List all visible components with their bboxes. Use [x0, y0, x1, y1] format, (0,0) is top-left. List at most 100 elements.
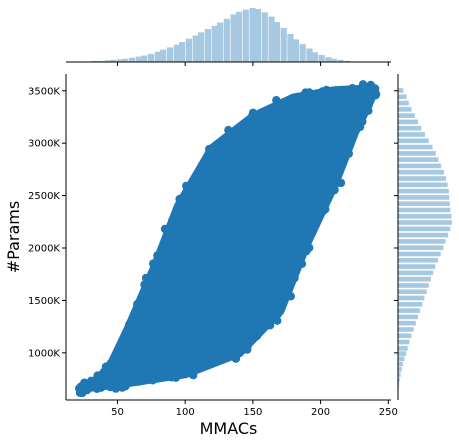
scatter-point: [175, 194, 184, 204]
y-hist-bar: [398, 100, 409, 106]
scatter-point: [358, 80, 368, 89]
scatter-point: [269, 106, 279, 116]
x-hist-bar: [116, 59, 123, 62]
y-hist-bar: [398, 119, 418, 125]
x-hist-bar: [173, 44, 180, 62]
y-tick-label: 3500K: [28, 86, 60, 97]
scatter-point: [231, 354, 241, 363]
scatter-point: [174, 206, 183, 215]
scatter-point: [224, 351, 233, 360]
y-hist-bar: [398, 132, 425, 137]
scatter-point: [140, 280, 149, 289]
x-hist-bar: [280, 27, 287, 62]
scatter-point: [186, 188, 196, 197]
x-hist-bar: [292, 39, 299, 62]
scatter-point: [274, 299, 283, 309]
y-hist-bar: [398, 289, 427, 295]
x-axis-ticks: 50 100 150 200 250: [111, 62, 398, 418]
y-hist-bar: [398, 372, 401, 377]
scatter-point: [248, 108, 258, 118]
y-hist-bar: [398, 226, 451, 232]
y-hist-bar: [398, 169, 444, 175]
y-hist-bar: [398, 251, 441, 257]
x-hist-bar: [216, 22, 224, 62]
y-tick-label: 2000K: [28, 244, 60, 255]
scatter-point: [177, 365, 187, 374]
scatter-point: [136, 297, 146, 306]
x-hist-bar: [242, 9, 249, 63]
x-hist-bar: [179, 42, 186, 62]
scatter-point: [219, 136, 228, 146]
y-hist-bar: [398, 201, 450, 206]
marginal-histogram-y: [398, 88, 452, 393]
scatter-point: [340, 89, 349, 98]
scatter-point: [330, 185, 339, 195]
scatter-point: [182, 181, 191, 191]
scatter-point: [141, 273, 151, 283]
x-hist-bar: [268, 16, 275, 62]
x-hist-bar: [330, 58, 337, 62]
y-hist-bar: [398, 276, 431, 282]
scatter-point: [157, 373, 166, 382]
y-tick-label: 1000K: [28, 348, 60, 359]
x-hist-bar: [273, 22, 281, 62]
y-hist-bar: [398, 377, 400, 383]
scatter-point: [87, 383, 97, 392]
scatter-points: [75, 80, 381, 398]
y-hist-bar: [398, 188, 449, 194]
scatter-point: [335, 165, 345, 175]
x-hist-bar: [185, 38, 193, 62]
x-hist-bar: [141, 55, 148, 62]
x-hist-bar: [104, 60, 111, 62]
scatter-point: [318, 194, 327, 203]
y-hist-bar: [398, 182, 448, 188]
scatter-point: [163, 233, 173, 243]
scatter-point: [306, 228, 315, 237]
scatter-point: [93, 371, 102, 380]
scatter-point: [340, 153, 350, 162]
y-hist-bar: [398, 157, 439, 162]
scatter-point: [201, 361, 210, 371]
scatter-point: [371, 91, 380, 100]
scatter-point: [80, 384, 90, 394]
y-hist-bar: [398, 151, 436, 156]
scatter-point: [167, 216, 177, 226]
scatter-point: [297, 259, 307, 268]
x-hist-bar: [318, 54, 325, 62]
scatter-point: [286, 277, 295, 286]
scatter-point: [160, 242, 169, 252]
y-hist-bar: [398, 346, 408, 351]
scatter-point: [237, 345, 246, 354]
scatter-point: [153, 251, 162, 260]
y-hist-bar: [398, 245, 444, 251]
x-tick-label: 100: [176, 407, 195, 418]
x-hist-bar: [128, 57, 136, 62]
x-hist-bar: [154, 51, 161, 62]
x-hist-bar: [306, 48, 313, 62]
x-hist-bar: [135, 56, 142, 62]
y-hist-bar: [398, 351, 407, 356]
x-tick-label: 50: [111, 407, 124, 418]
scatter-point: [121, 382, 130, 391]
scatter-point: [132, 306, 142, 315]
main-axes: [65, 61, 399, 401]
scatter-point: [351, 89, 361, 98]
x-hist-bar: [337, 59, 344, 62]
x-hist-bar: [249, 8, 256, 62]
scatter-point: [129, 315, 138, 325]
y-hist-bar: [398, 176, 447, 181]
x-hist-bar: [223, 18, 230, 62]
scatter-point: [167, 373, 176, 382]
x-hist-bar: [166, 47, 174, 62]
y-hist-bar: [398, 107, 412, 112]
y-tick-label: 3000K: [28, 139, 60, 150]
scatter-point: [197, 161, 206, 170]
scatter-point: [273, 316, 282, 325]
y-hist-bar: [398, 163, 442, 169]
x-axis-label: MMACs: [200, 419, 258, 438]
y-hist-bar: [398, 239, 446, 244]
scatter-point: [276, 98, 286, 108]
scatter-point: [352, 123, 362, 133]
scatter-point: [160, 224, 170, 234]
